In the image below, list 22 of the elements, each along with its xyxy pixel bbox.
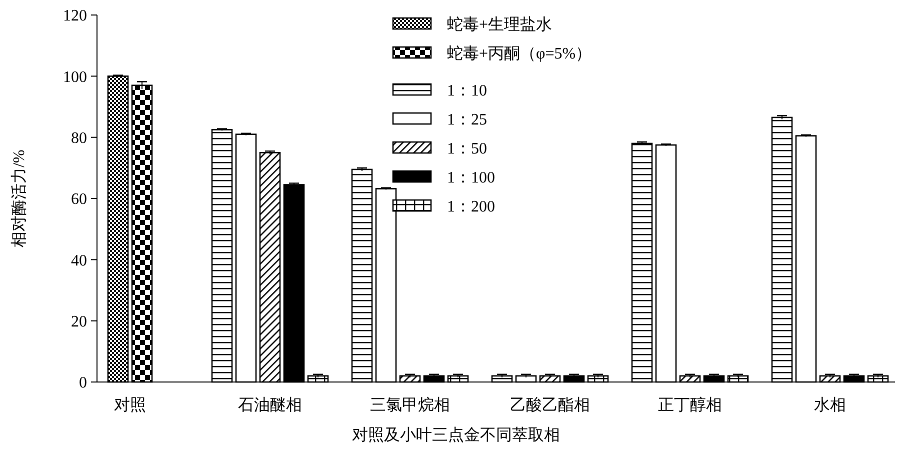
y-tick-label: 40	[71, 252, 87, 270]
x-axis-title: 对照及小叶三点金不同萃取相	[352, 426, 560, 444]
y-tick-label: 60	[71, 191, 87, 208]
x-tick-label: 三氯甲烷相	[370, 396, 450, 414]
y-axis-title: 相对酶活力/%	[10, 150, 28, 248]
legend-label: 1：10	[447, 82, 487, 100]
legend-label: 1：200	[447, 198, 495, 216]
y-tick-label: 0	[79, 374, 87, 392]
legend-label: 1：100	[447, 170, 495, 187]
legend-label: 1：50	[447, 140, 487, 158]
x-tick-label: 正丁醇相	[658, 396, 722, 414]
y-tick-label: 80	[71, 130, 87, 147]
x-tick-label: 乙酸乙酯相	[510, 396, 590, 414]
legend-label: 蛇毒+丙酮（φ=5%）	[447, 44, 592, 63]
x-tick-label: 对照	[114, 396, 146, 414]
legend-label: 蛇毒+生理盐水	[447, 16, 552, 34]
y-tick-label: 120	[63, 8, 87, 25]
x-tick-label: 水相	[814, 396, 846, 414]
y-tick-label: 100	[63, 68, 87, 86]
x-tick-label: 石油醚相	[238, 396, 302, 414]
y-tick-label: 20	[71, 313, 87, 330]
legend-label: 1：25	[447, 112, 487, 129]
